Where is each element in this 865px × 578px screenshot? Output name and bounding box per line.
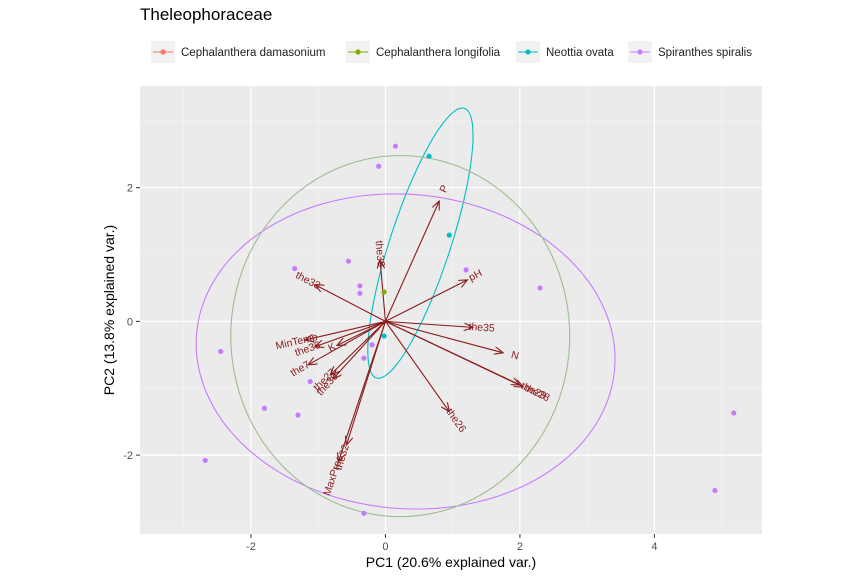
point-spiranthes-spiralis [361,510,367,516]
legend-item-cephalanthera-damasonium: Cephalanthera damasonium [151,41,325,63]
x-axis-title: PC1 (20.6% explained var.) [366,554,536,570]
point-neottia-ovata [381,333,387,339]
legend-label: Spiranthes spiralis [658,47,752,59]
x-tick-label: -2 [246,541,256,553]
ellipse-spiranthes-spiralis [195,193,616,510]
point-spiranthes-spiralis [261,405,267,411]
legend-label: Cephalanthera damasonium [181,47,325,59]
legend-item-neottia-ovata: Neottia ovata [516,41,614,63]
point-spiranthes-spiralis [307,378,313,385]
confidence-ellipses [195,107,616,518]
grid-lines [140,86,762,534]
loading-arrow-the30 [333,320,386,379]
point-spiranthes-spiralis [292,265,298,272]
y-axis-title: PC2 (13.8% explained var.) [101,225,117,395]
loading-label-the38: the38 [373,240,387,267]
y-tick-label: -2 [123,450,133,462]
axes: -2 0 2 4 -2 0 2 [123,183,657,553]
point-spiranthes-spiralis [361,355,367,361]
loading-label-p: P [437,183,451,194]
point-spiranthes-spiralis [202,457,208,464]
loading-arrow-the33 [315,285,386,322]
x-tick-label: 0 [382,541,388,553]
legend-label: Neottia ovata [546,47,614,59]
loading-label-k: K [326,341,338,355]
loading-arrow-the26 [384,321,449,411]
ellipse-cephalanthera-longifolia [230,154,571,518]
x-tick-label: 4 [651,541,657,553]
loading-arrow-ph [385,280,467,322]
loading-arrow-the36 [315,320,386,346]
legend-key-point [160,49,166,55]
point-spiranthes-spiralis [357,290,363,296]
point-spiranthes-spiralis [357,283,363,289]
point-spiranthes-spiralis [369,342,375,348]
legend-key-point [355,49,361,55]
legend-item-cephalanthera-longifolia: Cephalanthera longifolia [346,41,501,63]
loading-label-n: N [510,349,520,363]
x-tick-label: 2 [517,541,523,553]
loading-arrow-the7 [308,320,386,364]
ellipse-neottia-ovata [367,107,474,379]
data-points [202,143,737,516]
point-spiranthes-spiralis [295,412,301,418]
point-spiranthes-spiralis [392,143,399,149]
legend-key-point [637,49,643,55]
point-spiranthes-spiralis [731,410,737,416]
legend: Cephalanthera damasonium Cephalanthera lo… [151,41,752,63]
legend-item-spiranthes-spiralis: Spiranthes spiralis [628,41,752,63]
legend-label: Cephalanthera longifolia [376,47,501,59]
loading-arrow-the29 [385,320,519,385]
loading-arrow-p [384,201,439,322]
loading-arrow-the27 [330,320,386,374]
loading-label-the35: the35 [468,321,495,335]
y-tick-label: 2 [127,183,133,195]
point-cephalanthera-longifolia [381,289,387,295]
point-neottia-ovata [426,153,432,159]
point-spiranthes-spiralis [218,348,224,355]
y-tick-label: 0 [127,316,133,328]
point-neottia-ovata [446,232,452,238]
point-spiranthes-spiralis [712,487,718,494]
point-spiranthes-spiralis [537,285,543,291]
point-spiranthes-spiralis [376,163,382,169]
point-spiranthes-spiralis [463,267,469,273]
loading-arrow-maxprec [338,321,386,461]
loading-arrow-mintemp [305,320,386,340]
chart-title: Theleophoraceae [140,5,272,24]
legend-key-point [525,49,531,55]
loading-arrow-n [385,320,503,352]
loading-arrow-the35 [385,320,472,327]
point-spiranthes-spiralis [345,258,352,264]
plot-panel [140,86,762,534]
loading-label-ph: pH [467,267,484,284]
